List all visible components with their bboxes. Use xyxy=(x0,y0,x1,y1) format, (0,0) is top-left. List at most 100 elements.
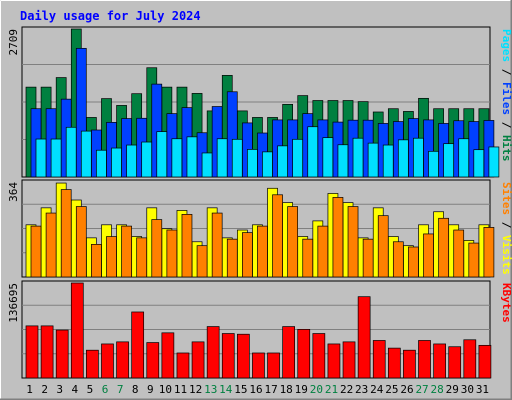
x-tick-label-day-23: 23 xyxy=(355,383,368,396)
bar-pages-day-11 xyxy=(186,136,198,178)
bar-sites-day-5 xyxy=(91,244,102,278)
x-tick-label-day-24: 24 xyxy=(370,383,384,396)
legend-entry-kbytes: KBytes xyxy=(500,283,512,323)
bar-kbytes-day-19 xyxy=(297,329,311,379)
bar-kbytes-day-24 xyxy=(372,340,386,379)
bar-sites-day-26 xyxy=(408,246,419,278)
x-tick-label-day-18: 18 xyxy=(280,383,293,396)
bar-kbytes-day-25 xyxy=(387,347,401,379)
x-tick-label-day-5: 5 xyxy=(87,383,94,396)
chart-title: Daily usage for July 2024 xyxy=(20,9,201,23)
bar-pages-day-22 xyxy=(352,137,364,178)
x-tick-label-day-11: 11 xyxy=(174,383,187,396)
bar-pages-day-31 xyxy=(488,146,500,178)
bar-kbytes-day-8 xyxy=(131,311,145,379)
bar-kbytes-day-21 xyxy=(327,343,341,379)
bar-pages-day-4 xyxy=(80,130,92,178)
legend: Pages / Files / Hits xyxy=(500,29,512,162)
bar-kbytes-day-5 xyxy=(86,349,99,379)
x-tick-label-day-28: 28 xyxy=(431,383,444,396)
bar-kbytes-day-6 xyxy=(101,343,114,379)
x-tick-label-day-17: 17 xyxy=(264,383,277,396)
bar-sites-day-20 xyxy=(317,225,329,278)
x-tick-label-day-6: 6 xyxy=(102,383,109,396)
bar-sites-day-24 xyxy=(377,215,389,278)
bar-pages-day-15 xyxy=(247,149,258,178)
bar-sites-day-31 xyxy=(483,227,495,278)
bar-pages-day-19 xyxy=(307,126,319,178)
bar-pages-day-10 xyxy=(171,138,183,178)
bar-kbytes-day-9 xyxy=(146,342,160,379)
x-tick-label-day-1: 1 xyxy=(26,383,33,396)
x-tick-label-day-8: 8 xyxy=(132,383,139,396)
bar-sites-day-17 xyxy=(272,194,283,278)
bar-kbytes-day-14 xyxy=(221,333,235,379)
x-tick-label-day-9: 9 xyxy=(147,383,154,396)
legend-separator: / xyxy=(500,115,512,135)
legend-separator: / xyxy=(500,215,512,235)
bar-pages-day-28 xyxy=(443,143,454,178)
x-tick-label-day-10: 10 xyxy=(159,383,172,396)
bar-pages-day-16 xyxy=(262,151,273,178)
x-tick-label-day-21: 21 xyxy=(325,383,338,396)
bar-pages-day-21 xyxy=(337,144,349,178)
bar-pages-day-5 xyxy=(96,149,107,178)
bar-sites-day-2 xyxy=(45,212,57,278)
bar-kbytes-day-15 xyxy=(237,333,250,379)
bar-sites-day-6 xyxy=(106,236,117,278)
x-tick-label-day-2: 2 xyxy=(41,383,48,396)
bar-kbytes-day-3 xyxy=(55,329,69,379)
x-tick-label-day-4: 4 xyxy=(72,383,79,396)
bar-pages-day-26 xyxy=(413,137,424,178)
bar-kbytes-day-29 xyxy=(448,346,462,379)
bar-sites-day-15 xyxy=(242,232,253,278)
bar-pages-day-24 xyxy=(382,144,394,178)
bar-sites-day-25 xyxy=(392,241,404,278)
bar-pages-day-23 xyxy=(367,142,379,178)
legend-separator: / xyxy=(500,62,512,82)
bar-kbytes-day-11 xyxy=(176,352,190,379)
bar-kbytes-day-7 xyxy=(116,341,129,379)
bar-sites-day-18 xyxy=(287,206,298,278)
bar-pages-day-9 xyxy=(156,131,168,178)
bar-sites-day-11 xyxy=(181,214,193,278)
y-axis-max-label: 364 xyxy=(7,182,20,202)
bar-kbytes-day-17 xyxy=(267,352,280,379)
bar-kbytes-day-30 xyxy=(463,339,477,379)
bar-kbytes-day-4 xyxy=(70,282,84,379)
bar-pages-day-1 xyxy=(35,138,47,178)
x-tick-label-day-19: 19 xyxy=(295,383,308,396)
bar-pages-day-3 xyxy=(65,126,77,178)
x-tick-label-day-29: 29 xyxy=(446,383,459,396)
x-tick-label-day-16: 16 xyxy=(249,383,262,396)
bar-sites-day-10 xyxy=(166,229,178,278)
x-tick-label-day-26: 26 xyxy=(400,383,413,396)
bar-sites-day-9 xyxy=(151,219,163,278)
x-tick-label-day-22: 22 xyxy=(340,383,353,396)
bar-kbytes-day-23 xyxy=(357,296,371,379)
legend-entry-hits: Hits xyxy=(500,135,512,162)
bar-kbytes-day-20 xyxy=(312,333,326,379)
bar-pages-day-2 xyxy=(50,138,62,178)
bar-pages-day-7 xyxy=(126,144,137,178)
legend-entry-pages: Pages xyxy=(500,29,512,62)
bar-sites-day-22 xyxy=(347,206,359,278)
bar-sites-day-21 xyxy=(332,197,344,278)
bar-pages-day-18 xyxy=(292,138,303,178)
bar-sites-day-29 xyxy=(453,229,465,278)
x-tick-label-day-25: 25 xyxy=(385,383,398,396)
bar-pages-day-13 xyxy=(216,138,228,178)
bar-kbytes-day-28 xyxy=(433,343,446,379)
legend-entry-visits: Visits xyxy=(500,235,512,275)
bar-kbytes-day-18 xyxy=(282,326,295,379)
bar-kbytes-day-16 xyxy=(252,352,265,379)
bar-sites-day-23 xyxy=(362,238,374,278)
bar-kbytes-day-1 xyxy=(25,325,39,379)
legend-entry-files: Files xyxy=(500,82,512,115)
bar-sites-day-30 xyxy=(468,242,480,278)
bar-sites-day-12 xyxy=(196,245,208,278)
bar-sites-day-16 xyxy=(257,225,268,278)
legend: KBytes xyxy=(500,283,512,323)
